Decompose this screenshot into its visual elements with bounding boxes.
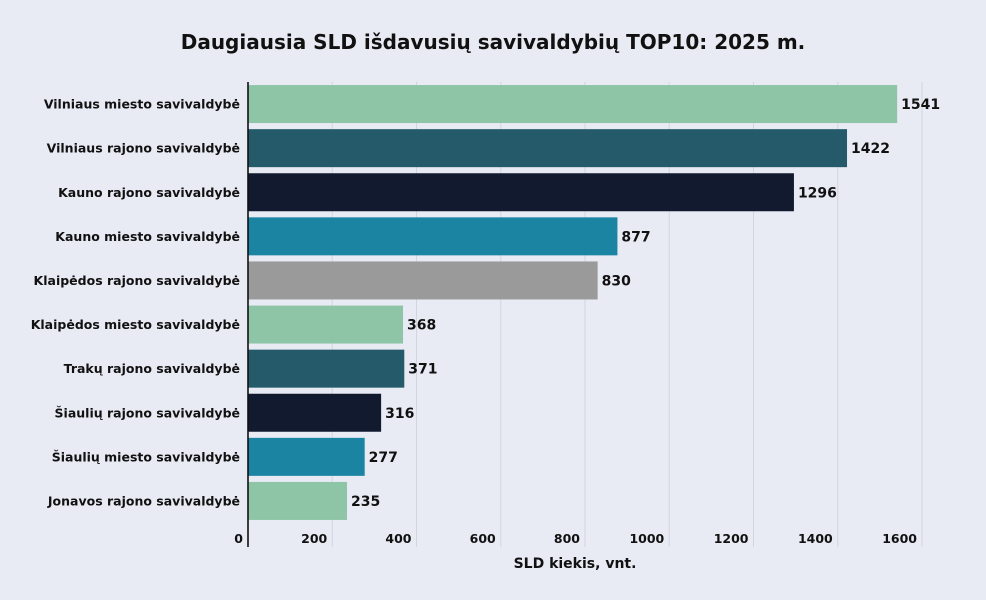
data-label: 277 — [369, 450, 398, 466]
x-tick-label: 200 — [301, 531, 327, 546]
bar — [248, 305, 404, 344]
data-label: 1296 — [798, 185, 837, 201]
x-tick-label: 1400 — [798, 531, 833, 546]
category-label: Trakų rajono savivaldybė — [64, 361, 240, 376]
chart-title: Daugiausia SLD išdavusių savivaldybių TO… — [180, 30, 806, 54]
bar — [248, 437, 365, 476]
x-tick-label: 400 — [385, 531, 411, 546]
category-label: Kauno miesto savivaldybė — [55, 229, 240, 244]
x-tick-label: 600 — [470, 531, 496, 546]
bar — [248, 173, 794, 212]
x-axis-title: SLD kiekis, vnt. — [514, 556, 637, 572]
x-tick-label: 0 — [234, 531, 243, 546]
category-label: Jonavos rajono savivaldybė — [47, 493, 240, 508]
bar — [248, 349, 405, 388]
bar — [248, 129, 848, 168]
data-label: 368 — [407, 318, 436, 334]
data-label: 371 — [408, 362, 437, 378]
bar — [248, 85, 898, 124]
data-label: 235 — [351, 494, 380, 510]
x-tick-label: 1600 — [882, 531, 917, 546]
category-label: Klaipėdos miesto savivaldybė — [31, 317, 240, 332]
data-label: 316 — [385, 406, 414, 422]
category-label: Šiaulių miesto savivaldybė — [52, 449, 240, 464]
x-tick-label: 1200 — [714, 531, 749, 546]
bar — [248, 217, 618, 256]
x-tick-label: 1000 — [629, 531, 664, 546]
data-label: 1541 — [901, 97, 940, 113]
data-label: 1422 — [851, 141, 890, 157]
x-tick-label: 800 — [554, 531, 580, 546]
category-label: Vilniaus rajono savivaldybė — [47, 141, 240, 156]
category-label: Vilniaus miesto savivaldybė — [44, 97, 240, 112]
bar — [248, 261, 598, 300]
data-label: 830 — [602, 273, 631, 289]
category-label: Klaipėdos rajono savivaldybė — [34, 273, 240, 288]
data-label: 877 — [621, 229, 650, 245]
category-label: Kauno rajono savivaldybė — [58, 185, 240, 200]
category-label: Šiaulių rajono savivaldybė — [55, 405, 240, 420]
bar — [248, 481, 347, 520]
bar — [248, 393, 382, 432]
